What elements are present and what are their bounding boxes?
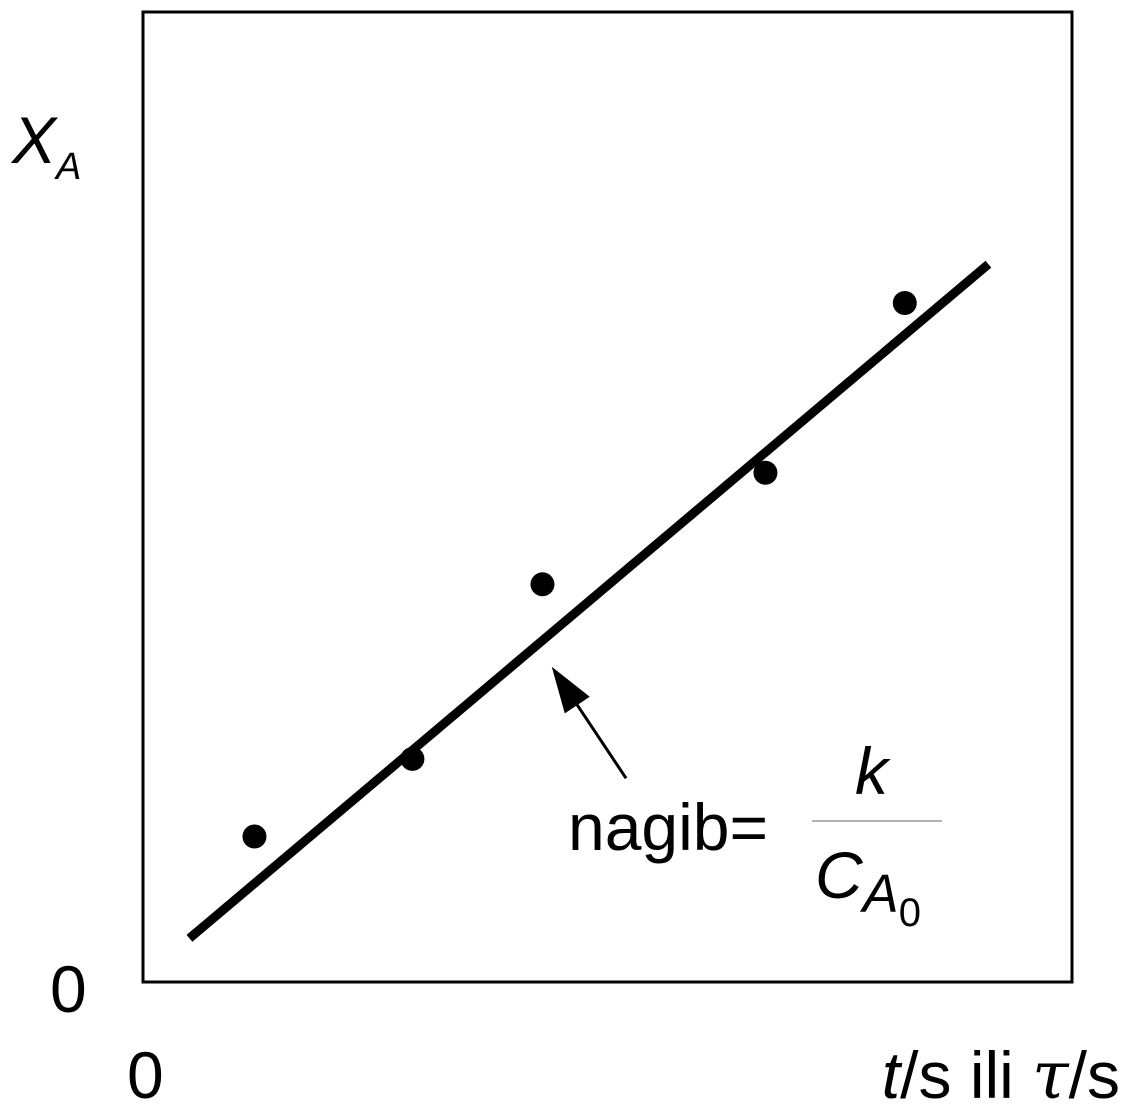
y-origin-label: 0 bbox=[50, 952, 87, 1026]
fit-line bbox=[186, 260, 992, 942]
annotation-arrow-head bbox=[551, 666, 590, 714]
x-axis-label-t: t bbox=[882, 1038, 903, 1108]
data-points bbox=[242, 291, 917, 849]
data-point-2 bbox=[400, 746, 425, 771]
annotation-denominator-sub: A bbox=[860, 864, 899, 924]
x-origin-label: 0 bbox=[127, 1038, 164, 1108]
annotation-denominator: CA0 bbox=[815, 838, 921, 935]
y-axis-label-main: X bbox=[10, 103, 59, 177]
x-axis-label: t/s ili τ/s bbox=[882, 1037, 1120, 1108]
annotation-numerator: k bbox=[855, 734, 891, 808]
y-axis-label: XA bbox=[10, 103, 81, 188]
y-axis-label-sub: A bbox=[54, 146, 81, 188]
data-point-3 bbox=[530, 572, 555, 597]
data-point-4 bbox=[753, 460, 778, 485]
x-axis-label-tau: τ bbox=[1032, 1037, 1070, 1108]
x-axis-label-unit-t: /s ili bbox=[900, 1038, 1032, 1108]
annotation-denominator-subsub: 0 bbox=[899, 891, 921, 935]
plot-frame bbox=[141, 10, 1074, 984]
annotation-arrow-shaft bbox=[573, 700, 628, 780]
annotation-denominator-main: C bbox=[815, 838, 864, 912]
annotation-label: nagib= bbox=[568, 790, 768, 864]
data-point-5 bbox=[892, 291, 917, 315]
data-point-1 bbox=[242, 824, 267, 849]
x-axis-label-unit-tau: /s bbox=[1069, 1038, 1120, 1108]
